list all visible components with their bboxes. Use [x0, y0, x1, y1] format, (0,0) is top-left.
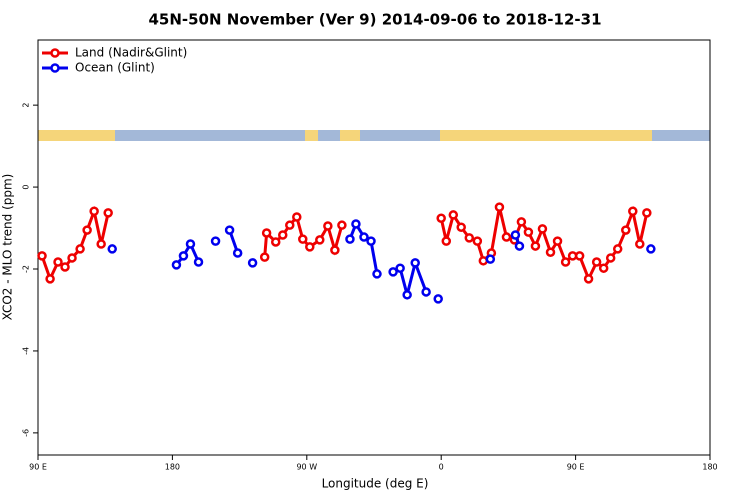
data-point: [456, 222, 466, 232]
data-point: [261, 228, 272, 238]
data-point: [366, 236, 376, 246]
data-point: [628, 206, 638, 216]
x-tick-label: 180: [702, 463, 717, 472]
data-point: [545, 247, 556, 257]
data-point: [516, 217, 527, 227]
data-point: [448, 210, 459, 220]
y-tick-label: 0: [22, 185, 31, 190]
data-point: [510, 230, 521, 240]
data-point: [247, 258, 258, 268]
data-point: [53, 257, 63, 267]
data-point: [395, 263, 405, 273]
data-point: [537, 224, 548, 234]
data-point: [171, 260, 182, 270]
legend-label: Ocean (Glint): [75, 61, 155, 75]
data-point: [560, 257, 571, 267]
data-point: [259, 252, 270, 262]
data-point: [37, 251, 47, 261]
data-point: [421, 287, 431, 297]
y-tick-label: -6: [22, 429, 31, 437]
data-point: [345, 234, 355, 244]
y-tick-label: 2: [22, 103, 31, 108]
x-tick-label: 90 E: [29, 463, 47, 472]
data-point: [270, 237, 281, 247]
legend-marker: [50, 48, 60, 58]
data-point: [598, 263, 609, 273]
data-point: [388, 267, 398, 277]
x-tick-label: 0: [439, 463, 444, 472]
data-point: [436, 213, 446, 223]
data-point: [605, 253, 616, 263]
data-point: [298, 234, 308, 244]
data-point: [472, 236, 483, 246]
data-point: [574, 251, 585, 261]
data-point: [410, 258, 420, 268]
data-point: [464, 233, 475, 243]
data-point: [60, 262, 70, 272]
data-point: [523, 227, 534, 237]
data-point: [494, 202, 505, 212]
data-point: [89, 206, 99, 216]
data-point: [646, 244, 656, 254]
x-tick-label: 90 E: [567, 463, 585, 472]
data-point: [359, 232, 369, 242]
data-point: [583, 274, 594, 284]
x-tick-label: 180: [165, 463, 180, 472]
data-point: [337, 220, 347, 230]
data-point: [292, 212, 302, 222]
data-point: [514, 241, 525, 251]
data-point: [612, 244, 623, 254]
legend-marker: [50, 63, 60, 73]
x-axis-label: Longitude (deg E): [322, 477, 429, 491]
data-point: [82, 225, 92, 235]
plot-frame: [37, 39, 711, 456]
data-point: [402, 290, 412, 300]
data-point: [485, 254, 496, 264]
data-point: [552, 236, 563, 246]
map-strip: [38, 130, 710, 141]
data-point: [635, 239, 645, 249]
data-point: [178, 251, 189, 261]
data-point: [591, 257, 602, 267]
data-point: [441, 236, 452, 246]
data-point: [193, 257, 204, 267]
data-point: [278, 230, 288, 240]
data-point: [107, 244, 117, 254]
data-point: [530, 241, 541, 251]
data-point: [103, 208, 113, 218]
data-point: [210, 236, 221, 246]
data-point: [285, 220, 295, 230]
data-point: [323, 221, 333, 231]
data-point: [224, 225, 235, 235]
data-point: [305, 242, 315, 252]
data-point: [501, 232, 512, 242]
data-point: [621, 225, 631, 235]
x-tick-label: 90 W: [296, 463, 317, 472]
data-point: [232, 248, 243, 258]
data-point: [351, 219, 361, 229]
data-point: [372, 269, 382, 279]
data-point: [45, 274, 55, 284]
data-point: [315, 235, 325, 245]
data-point: [642, 208, 652, 218]
y-tick-label: -2: [22, 265, 31, 273]
data-point: [75, 244, 85, 254]
data-point: [67, 253, 77, 263]
data-point: [433, 294, 443, 304]
data-point: [96, 239, 106, 249]
legend-label: Land (Nadir&Glint): [75, 46, 187, 60]
data-point: [330, 245, 340, 255]
chart-title: 45N-50N November (Ver 9) 2014-09-06 to 2…: [148, 11, 601, 29]
y-tick-label: -4: [22, 347, 31, 355]
data-point: [185, 239, 196, 249]
y-axis-label: XCO2 - MLO trend (ppm): [1, 174, 15, 321]
